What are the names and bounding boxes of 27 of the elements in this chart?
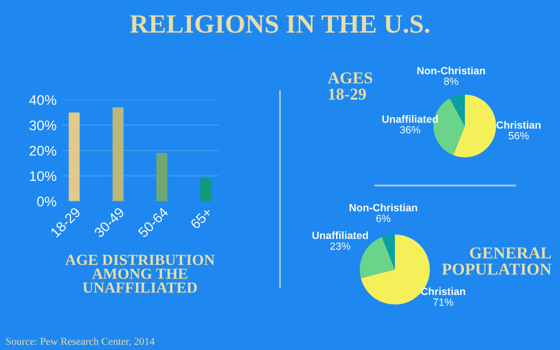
y-tick-label: 0% <box>37 196 56 206</box>
data-label: 8% <box>444 78 458 86</box>
data-label: 6% <box>376 214 390 222</box>
text: GENERAL POPULATION <box>442 247 552 275</box>
slice-label: Christian <box>421 287 466 296</box>
bar <box>200 178 212 202</box>
data-label: 71% <box>433 298 454 306</box>
y-tick-label: 30% <box>29 120 56 130</box>
bar <box>112 107 124 202</box>
slice-label: Non-Christian <box>417 66 485 74</box>
data-label: 56% <box>508 132 529 140</box>
slice-label: Unaffiliated <box>312 231 368 240</box>
slice-label: Non-Christian <box>350 204 418 212</box>
x-tick-label: 65+ <box>190 206 213 230</box>
text: AGES 18-29 <box>328 72 372 100</box>
y-tick-label: 10% <box>30 171 56 182</box>
bar <box>68 112 80 202</box>
x-axis-title: AGE DISTRIBUTION AMONG THE UNAFFILIATED <box>65 254 215 293</box>
text: RELIGIONS IN THE U.S. <box>130 15 430 33</box>
slice-label: Christian <box>496 121 541 129</box>
data-label: 23% <box>330 242 350 250</box>
slice-label: Unaffiliated <box>382 115 438 123</box>
bar <box>156 153 168 202</box>
data-label: 36% <box>400 126 420 134</box>
source-note: Source: Pew Research Center, 2014 <box>6 338 155 346</box>
y-tick-label: 20% <box>30 146 56 156</box>
y-tick-label: 40% <box>29 95 56 105</box>
